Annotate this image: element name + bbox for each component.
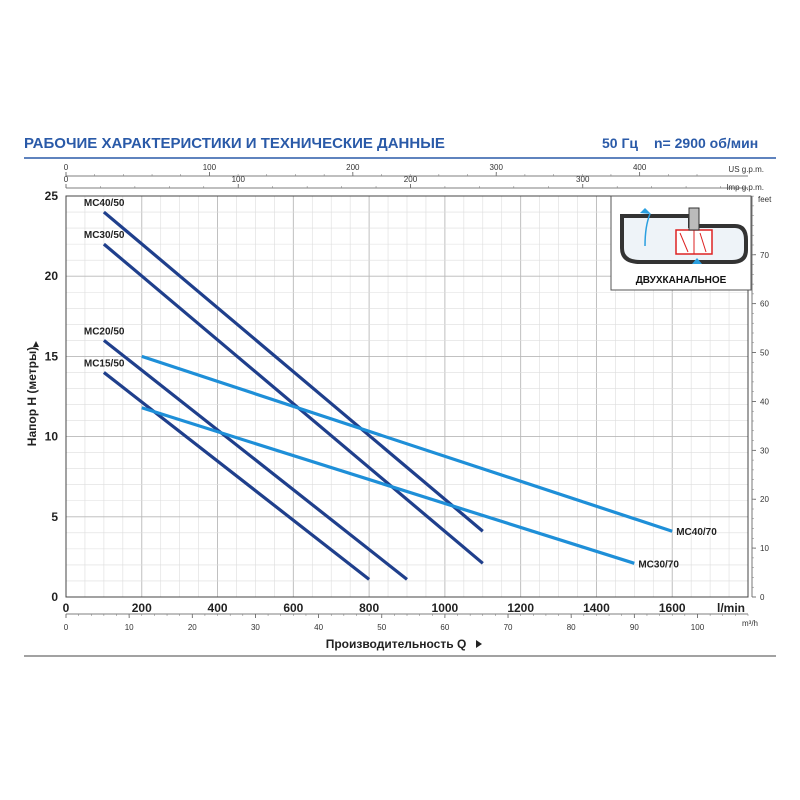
m3h-tick-label: 90 (630, 623, 639, 632)
m3h-tick-label: 20 (188, 623, 197, 632)
speed-label: n= 2900 об/мин (654, 135, 758, 151)
us-gpm-tick-label: 0 (64, 163, 69, 172)
series-label-mc40-70: MC40/70 (676, 527, 717, 538)
page-title: РАБОЧИЕ ХАРАКТЕРИСТИКИ И ТЕХНИЧЕСКИЕ ДАН… (24, 135, 445, 152)
m3h-tick-label: 40 (314, 623, 323, 632)
x-tick-label: 1200 (507, 601, 534, 615)
y-tick-label: 5 (51, 510, 58, 524)
x-tick-label: 0 (63, 601, 70, 615)
plot-frame (65, 195, 749, 598)
imp-gpm-tick-label: 0 (64, 175, 69, 184)
series-label-mc15-50: MC15/50 (84, 358, 125, 369)
series-labels: MC40/50 MC30/50 MC20/50 MC15/50 MC40/70 MC30/… (84, 198, 717, 570)
curve-mc20-50 (102, 339, 408, 581)
feet-tick-label: 0 (760, 593, 765, 602)
x-tick-label: 1400 (583, 601, 610, 615)
curve-mc40-50 (102, 210, 484, 533)
flow-arrow-up-icon (644, 213, 651, 247)
m3h-tick-label: 50 (377, 623, 386, 632)
m3h-tick-label: 80 (567, 623, 576, 632)
imp-gpm-unit: Imp g.p.m. (726, 183, 764, 192)
feet-tick-label: 60 (760, 300, 769, 309)
curve-mc40-70 (141, 354, 673, 533)
feet-tick-label: 50 (760, 349, 769, 358)
y-tick-label: 10 (45, 430, 59, 444)
series-group (102, 210, 673, 581)
m3h-tick-label: 100 (691, 623, 705, 632)
y-axis-arrow-icon (33, 341, 39, 347)
feet-tick-label: 30 (760, 446, 769, 455)
m3h-tick-label: 10 (125, 623, 134, 632)
y-tick-label: 25 (45, 189, 59, 203)
x-axis-label: Производительность Q (326, 637, 467, 651)
impeller-type-label: ДВУХКАНАЛЬНОЕ (636, 275, 727, 286)
m3h-tick-label: 60 (440, 623, 449, 632)
us-gpm-tick-label: 400 (633, 163, 647, 172)
m3h-tick-label: 30 (251, 623, 260, 632)
imp-gpm-tick-label: 300 (576, 175, 590, 184)
m3h-tick-label: 0 (64, 623, 69, 632)
x-tick-label: 200 (132, 601, 152, 615)
x-tick-label: 800 (359, 601, 379, 615)
series-label-mc30-70: MC30/70 (638, 559, 679, 570)
series-label-mc40-50: MC40/50 (84, 198, 125, 209)
imp-gpm-tick-label: 100 (232, 175, 246, 184)
curve-mc30-70 (141, 406, 635, 565)
curve-mc30-50 (102, 242, 484, 565)
y-tick-label: 0 (51, 590, 58, 604)
m3h-unit: m³/h (742, 619, 758, 628)
us-gpm-tick-label: 100 (203, 163, 217, 172)
us-gpm-tick-label: 300 (490, 163, 504, 172)
m3h-tick-label: 70 (504, 623, 513, 632)
imp-gpm-tick-label: 200 (404, 175, 418, 184)
series-label-mc30-50: MC30/50 (84, 230, 125, 241)
x-axis-arrow-icon (476, 640, 482, 648)
y-tick-label: 20 (45, 269, 59, 283)
axes: 0 200 400 600 800 1000 1200 1400 1600 l/min051015… (24, 163, 776, 657)
x-tick-label: 600 (283, 601, 303, 615)
x-unit-label: l/min (717, 601, 745, 615)
inlet-arrow-icon (692, 258, 702, 264)
impeller-inset: ДВУХКАНАЛЬНОЕ (610, 195, 752, 291)
series-label-mc20-50: MC20/50 (84, 326, 125, 337)
x-tick-label: 400 (208, 601, 228, 615)
feet-tick-label: 20 (760, 495, 769, 504)
curve-mc15-50 (102, 371, 371, 581)
y-tick-label: 15 (45, 349, 59, 363)
frequency-label: 50 Гц (602, 135, 638, 151)
us-gpm-unit: US g.p.m. (728, 165, 764, 174)
us-gpm-tick-label: 200 (346, 163, 360, 172)
impeller-channels-icon (679, 230, 707, 254)
x-tick-label: 1600 (659, 601, 686, 615)
x-tick-label: 1000 (432, 601, 459, 615)
feet-tick-label: 40 (760, 397, 769, 406)
feet-unit: feet (758, 195, 772, 204)
y-axis-label: Напор H (метры) (25, 347, 39, 446)
flow-arrow-head-icon (640, 208, 651, 214)
feet-tick-label: 70 (760, 251, 769, 260)
shaft-icon (688, 207, 700, 231)
feet-tick-label: 10 (760, 544, 769, 553)
